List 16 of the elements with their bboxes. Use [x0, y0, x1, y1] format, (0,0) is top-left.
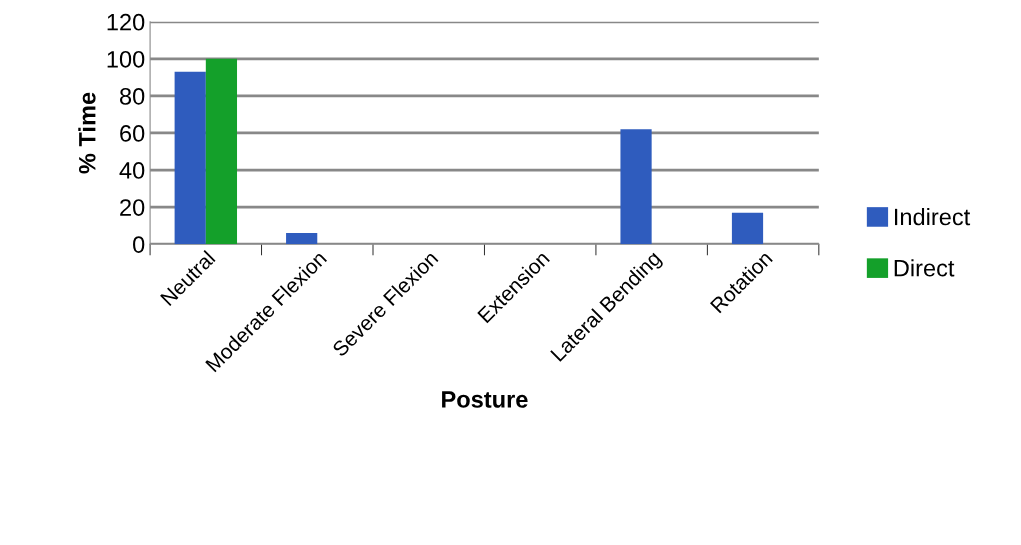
bar [620, 129, 652, 245]
x-axis-title: Posture [442, 391, 528, 408]
y-tick-label: 80 [119, 87, 145, 105]
bar [731, 212, 764, 245]
y-tick-label: 20 [120, 199, 145, 216]
legend-label: Indirect [894, 207, 971, 226]
legend-label: Direct [894, 259, 955, 277]
y-axis-title: % Time [78, 92, 96, 174]
y-tick-label: 60 [120, 125, 145, 142]
y-tick-label: 40 [119, 162, 145, 179]
bar [286, 233, 318, 245]
y-tick-label: 0 [133, 236, 145, 253]
y-tick-label: 100 [107, 50, 145, 68]
bar [174, 71, 206, 245]
bar [205, 58, 238, 245]
y-tick-label: 120 [107, 13, 145, 31]
